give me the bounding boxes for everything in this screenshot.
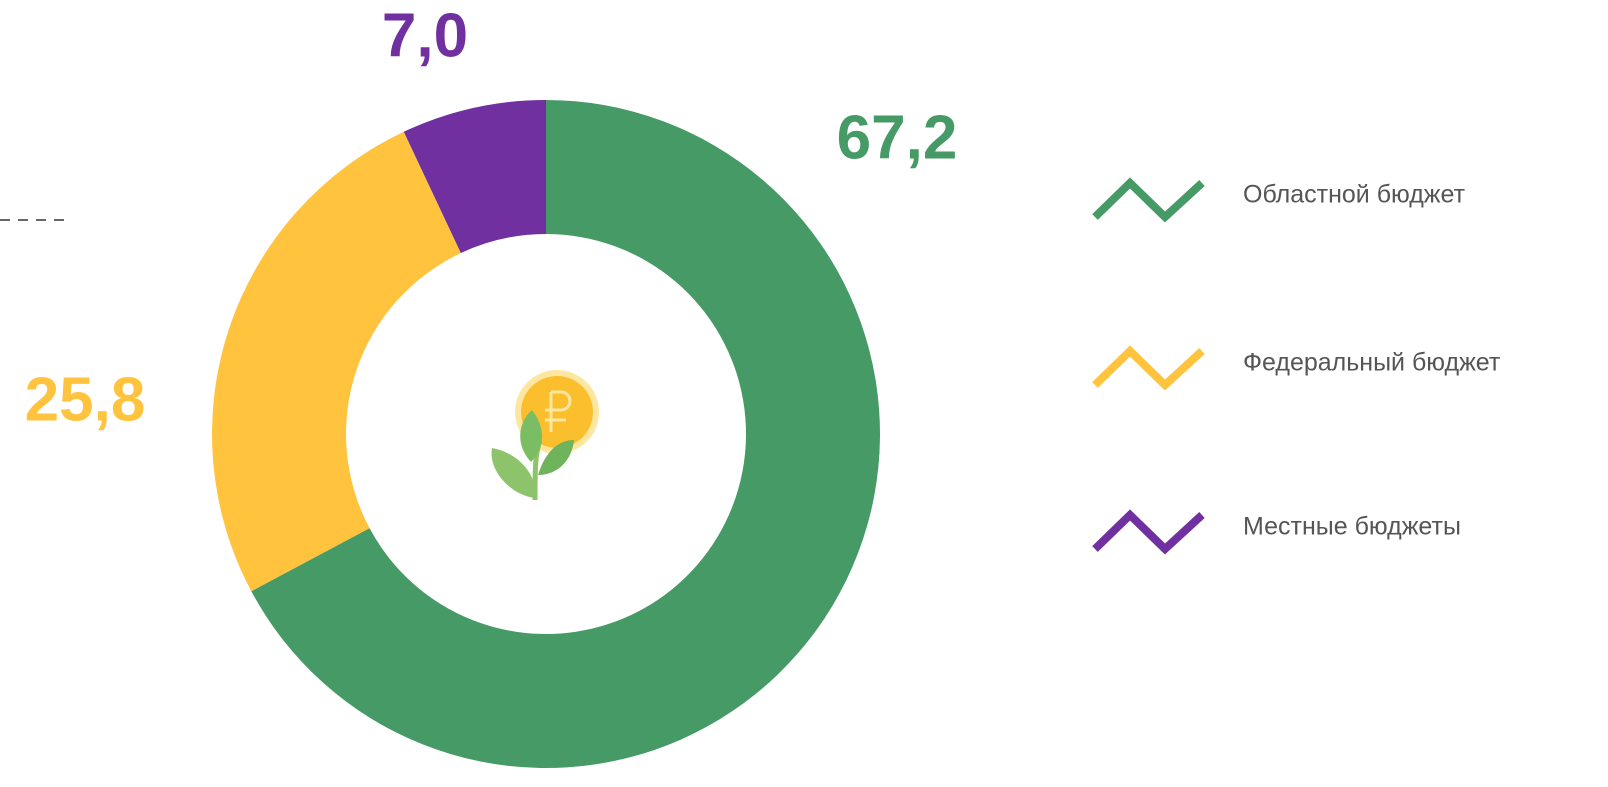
center-icon (491, 370, 599, 501)
value-label: 7,0 (382, 1, 468, 70)
legend-label: Местные бюджеты (1243, 513, 1461, 541)
value-label: 25,8 (25, 365, 146, 434)
legend-label: Областной бюджет (1243, 181, 1466, 209)
legend-label: Федеральный бюджет (1243, 349, 1501, 377)
legend-icon (1092, 345, 1205, 391)
legend-icon (1092, 177, 1205, 223)
value-label: 67,2 (837, 103, 958, 172)
donut-segment (211, 131, 461, 592)
donut-segment (251, 100, 881, 768)
legend-icon (1092, 509, 1205, 555)
donut-segment (403, 100, 546, 254)
